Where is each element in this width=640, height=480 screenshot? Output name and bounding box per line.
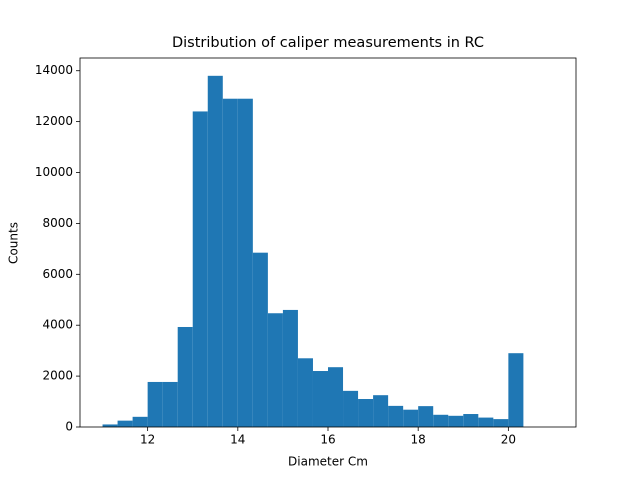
bar [177, 326, 193, 427]
y-tick-label: 4000 [42, 318, 73, 332]
bar [222, 98, 238, 428]
bar [493, 419, 509, 427]
bar [252, 252, 268, 427]
x-axis-label: Diameter Cm [288, 455, 368, 469]
bar [282, 309, 298, 427]
bar [433, 414, 449, 427]
bar [237, 98, 253, 428]
bar [463, 414, 479, 427]
bar [343, 390, 359, 427]
bar [448, 415, 464, 427]
bar [102, 424, 118, 427]
bar [162, 381, 178, 427]
y-tick-label: 0 [65, 420, 73, 434]
x-tick-label: 16 [320, 433, 335, 447]
bar [207, 75, 223, 428]
y-axis-label: Counts [7, 222, 21, 264]
x-tick-label: 12 [140, 433, 155, 447]
x-tick-label: 14 [230, 433, 245, 447]
bar [418, 406, 434, 427]
bar [267, 313, 283, 427]
y-tick-label: 12000 [35, 114, 73, 128]
y-tick-label: 2000 [42, 369, 73, 383]
bar [312, 371, 328, 427]
bar [508, 353, 524, 427]
y-tick-label: 14000 [35, 63, 73, 77]
bar [297, 358, 313, 427]
bar [373, 395, 389, 427]
bar [478, 417, 494, 427]
y-tick-label: 10000 [35, 165, 73, 179]
y-tick-label: 6000 [42, 267, 73, 281]
bar [328, 367, 344, 427]
bar [147, 381, 163, 427]
bar [403, 409, 419, 427]
x-tick-label: 18 [411, 433, 426, 447]
x-tick-label: 20 [501, 433, 516, 447]
bar [132, 416, 148, 427]
bar [358, 399, 374, 427]
chart-title: Distribution of caliper measurements in … [172, 35, 484, 51]
bar [388, 405, 404, 427]
bar [192, 111, 208, 427]
bar [117, 420, 133, 427]
y-tick-label: 8000 [42, 216, 73, 230]
